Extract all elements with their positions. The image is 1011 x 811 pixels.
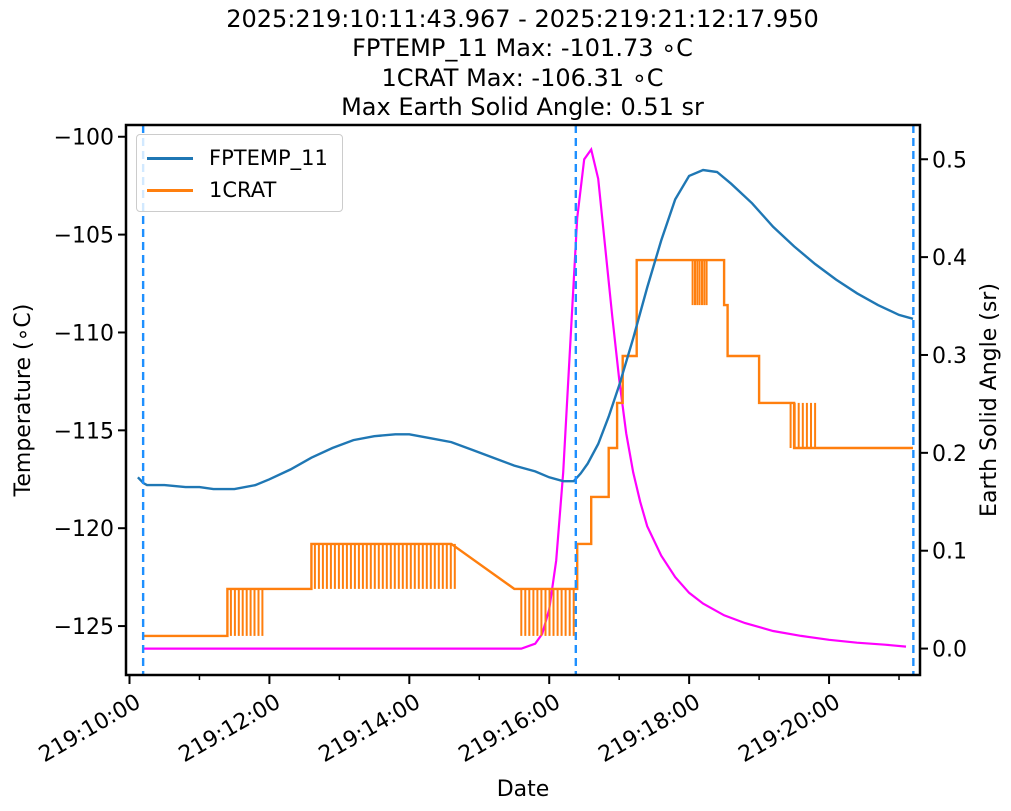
y-axis-label: Temperature (∘C) <box>11 304 36 498</box>
y2-tick-label-5: 0.5 <box>932 148 967 173</box>
x-tick-label-3: 219:16:00 <box>455 690 565 768</box>
x-tick-label-1: 219:12:00 <box>175 690 285 768</box>
series-earth-solid-angle-line <box>143 146 907 650</box>
y-tick-label-0: −100 <box>54 126 114 151</box>
y2-tick-label-1: 0.1 <box>932 540 967 565</box>
plot-area <box>137 125 915 675</box>
y-tick-label-4: −120 <box>54 517 114 542</box>
legend: FPTEMP_11 1CRAT <box>136 134 343 212</box>
y-tick-label-5: −125 <box>54 615 114 640</box>
y2-tick-label-3: 0.3 <box>932 344 967 369</box>
series-1crat-line <box>143 258 913 638</box>
y2-tick-label-0: 0.0 <box>932 638 967 663</box>
y2-tick-label-2: 0.2 <box>932 442 967 467</box>
x-tick-label-4: 219:18:00 <box>595 690 705 768</box>
plot-frame <box>124 123 922 677</box>
legend-label-fptemp: FPTEMP_11 <box>209 146 328 170</box>
legend-item-fptemp: FPTEMP_11 <box>147 143 328 173</box>
legend-swatch-1crat <box>147 188 193 192</box>
legend-label-1crat: 1CRAT <box>209 178 277 202</box>
x-tick-label-0: 219:10:00 <box>35 690 145 768</box>
y2-tick-label-4: 0.4 <box>932 246 967 271</box>
series-fptemp-11-line <box>137 168 914 491</box>
chart-title-1crat-max: 1CRAT Max: -106.31 ∘C <box>381 64 664 92</box>
legend-item-1crat: 1CRAT <box>147 175 276 205</box>
x-tick-label-2: 219:14:00 <box>315 690 425 768</box>
y2-axis-label: Earth Solid Angle (sr) <box>977 283 1002 517</box>
legend-swatch-fptemp <box>147 156 193 160</box>
chart-title-earth-angle: Max Earth Solid Angle: 0.51 sr <box>341 93 704 121</box>
x-tick-label-5: 219:20:00 <box>734 690 844 768</box>
chart-title-fptemp-max: FPTEMP_11 Max: -101.73 ∘C <box>352 34 693 62</box>
y-tick-label-2: −110 <box>54 321 114 346</box>
x-axis-label: Date <box>497 777 550 802</box>
y-tick-label-3: −115 <box>54 419 114 444</box>
chart-title-range: 2025:219:10:11:43.967 - 2025:219:21:12:1… <box>226 5 819 33</box>
y-tick-label-1: −105 <box>54 224 114 249</box>
